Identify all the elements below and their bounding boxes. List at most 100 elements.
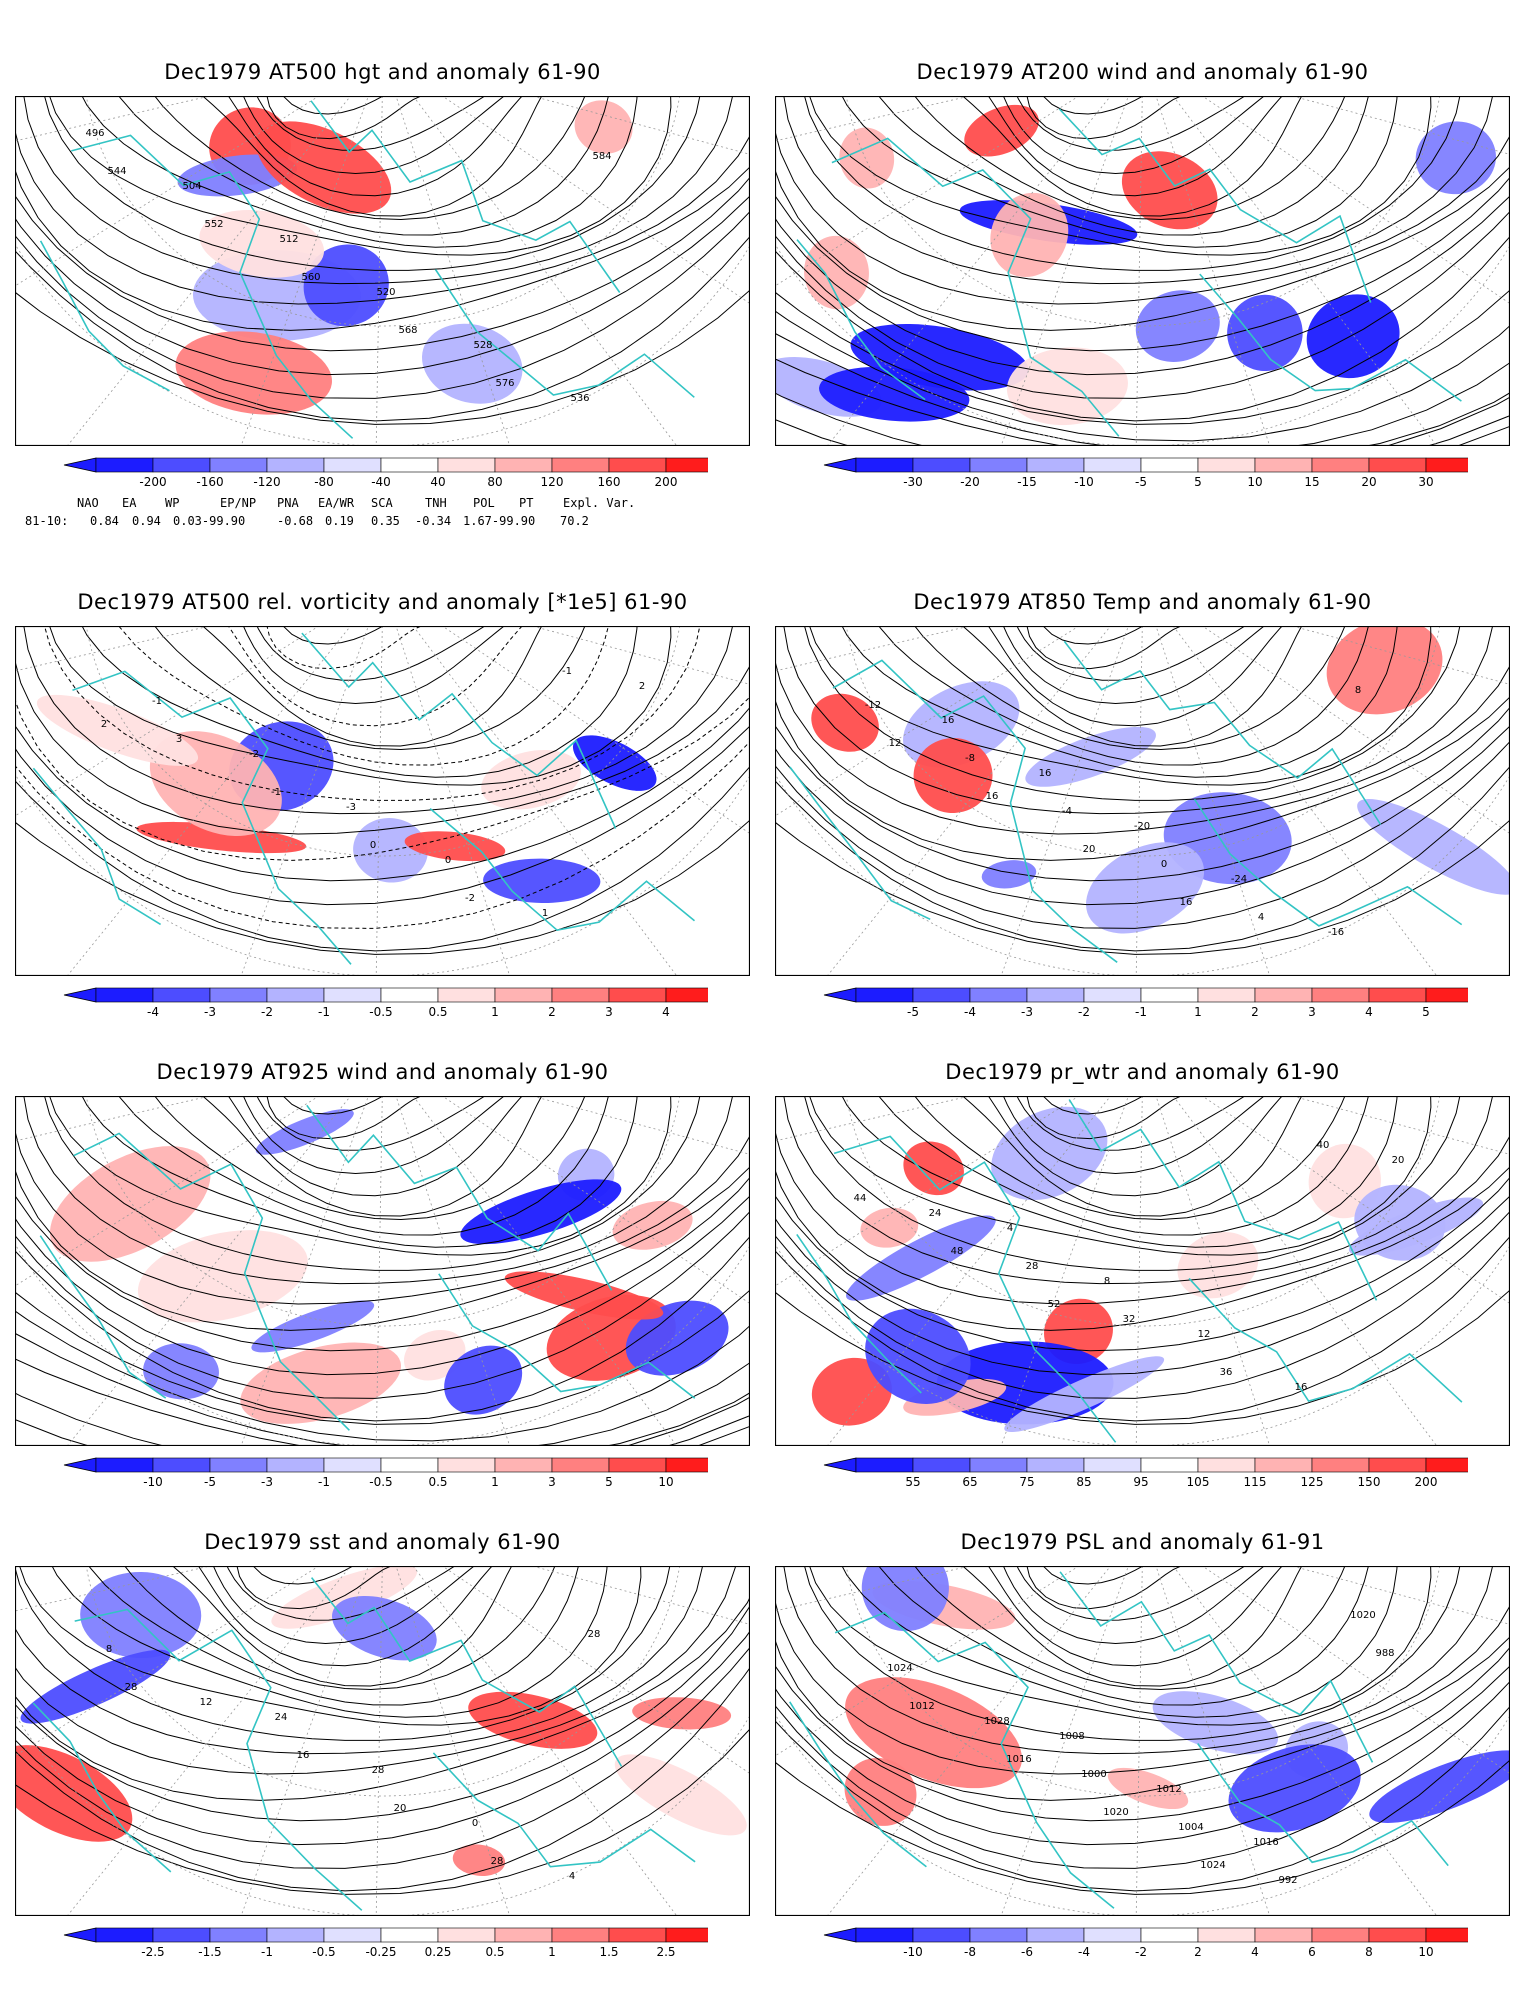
map-plot: 24 28 0 4 8 12 16 20 28 28 28: [15, 1566, 750, 1916]
contour-line: [878, 96, 1369, 236]
coastline: [1197, 1743, 1449, 1867]
colorbar-swatch: [608, 987, 667, 1003]
contour-label: 16: [1180, 897, 1193, 908]
index-header: NAO: [77, 496, 99, 510]
colorbar-arrow-left: [823, 1457, 857, 1473]
colorbar-swatch: [1083, 987, 1142, 1003]
colorbar-label: 4: [1251, 1945, 1259, 1959]
contour-line: [775, 1599, 1510, 1775]
colorbar-label: 1: [548, 1945, 556, 1959]
negative-anomaly: [1004, 1356, 1165, 1432]
contour-line: [961, 626, 1303, 747]
coastlines: [32, 632, 696, 965]
colorbar-swatch: [95, 1927, 154, 1943]
contour-line: [987, 1096, 1283, 1197]
map-frame: [15, 1566, 750, 1916]
panel-title: Dec1979 sst and anomaly 61-90: [204, 1530, 561, 1554]
colorbar-label: 20: [1361, 475, 1376, 489]
panel-prwtr: Dec1979 pr_wtr and anomaly 61-90 4 8 12 16 2…: [775, 1060, 1510, 1540]
contour-labels: -1 -2 -3 0 1 2 3 -1 0 -2 -1 2: [101, 666, 645, 919]
colorbar-swatch: [494, 1927, 553, 1943]
index-header: PNA: [277, 496, 299, 510]
longitude-line: [15, 96, 212, 142]
contour-line: [783, 96, 1494, 285]
colorbar-label: 8: [1365, 1945, 1373, 1959]
negative-anomaly: [80, 1571, 202, 1659]
coastline: [306, 1104, 613, 1291]
colorbar-label: -3: [1021, 1005, 1033, 1019]
contour-label: 20: [1083, 844, 1096, 855]
longitude-line: [775, 1096, 972, 1142]
negative-anomaly: [981, 860, 1037, 889]
longitude-line: [375, 1566, 383, 1916]
index-value: 70.2: [560, 514, 589, 528]
contour-line: [803, 626, 1461, 801]
contour-line: [775, 819, 1510, 955]
index-value: 0.94: [132, 514, 161, 528]
colorbar-label: -0.5: [369, 1475, 392, 1489]
positive-anomaly: [574, 100, 633, 154]
panel-hgt500: Dec1979 AT500 hgt and anomaly 61-90 496 5…: [15, 60, 750, 540]
map-canvas: [775, 96, 1510, 446]
contour-label: 2: [639, 681, 645, 692]
colorbar-arrow-left: [823, 457, 857, 473]
positive-anomaly: [137, 1230, 308, 1323]
coastline: [1188, 1277, 1463, 1403]
colorbar-swatch: [152, 1927, 211, 1943]
contour-line: [841, 626, 1398, 778]
colorbar-label: -40: [371, 475, 391, 489]
contour-label: 0: [472, 1818, 478, 1829]
contour-line: [1042, 96, 1145, 115]
contour-line: [775, 1705, 1510, 1892]
colorbar-label: 3: [605, 1005, 613, 1019]
contour-line: [256, 96, 486, 151]
coastline: [72, 670, 352, 965]
contour-label: -12: [865, 700, 881, 711]
contour-line: [878, 1566, 1369, 1706]
positive-anomaly: [1326, 626, 1443, 715]
contour-line: [775, 765, 1510, 952]
contour-line: [118, 96, 609, 236]
map-background: [15, 626, 750, 976]
colorbar-swatch: [1425, 457, 1468, 473]
coastlines: [789, 640, 1463, 963]
colorbar-label: -1: [1135, 1005, 1147, 1019]
colorbar-label: -4: [964, 1005, 976, 1019]
panel-temp850: Dec1979 AT850 Temp and anomaly 61-90 16 1…: [775, 590, 1510, 1070]
map-frame: [15, 96, 750, 446]
colorbar-label: 2: [1251, 1005, 1259, 1019]
contour-line: [809, 1566, 1432, 1726]
colorbar-label: 0.5: [428, 1475, 447, 1489]
contour-label: 552: [204, 219, 223, 230]
colorbar-swatch: [969, 987, 1028, 1003]
colorbar-swatch: [1140, 457, 1199, 473]
contour-line: [49, 626, 672, 786]
colorbar-swatch: [912, 1457, 971, 1473]
colorbar-label: 1: [491, 1005, 499, 1019]
colorbar-label: 40: [430, 475, 445, 489]
contour-label: -1: [562, 666, 572, 677]
longitude-line: [1135, 1096, 1143, 1446]
longitude-line: [1000, 1096, 1129, 1446]
contour-label: -1: [152, 696, 162, 707]
colorbar-swatch: [494, 987, 553, 1003]
contour-line: [878, 1096, 1369, 1236]
colorbar-swatch: [1026, 987, 1085, 1003]
contour-label: 28: [491, 1856, 504, 1867]
panel-sst: Dec1979 sst and anomaly 61-90 24 28 0 4 8 12 1…: [15, 1530, 750, 2010]
colorbar-swatch: [665, 457, 708, 473]
colorbar-swatch: [1368, 987, 1427, 1003]
coastline: [434, 269, 695, 398]
map-canvas: 24 28 0 4 8 12 16 20 28 28 28: [15, 1566, 750, 1916]
contour-label: 0: [370, 840, 376, 851]
contour-label: 36: [1220, 1367, 1233, 1378]
contour-line: [1016, 1566, 1246, 1621]
contour-line: [282, 96, 385, 115]
colorbar-label: 10: [1247, 475, 1262, 489]
contour-lines: [775, 1566, 1510, 1895]
colorbar-swatch: [1083, 1457, 1142, 1473]
colorbar-label: -3: [204, 1005, 216, 1019]
map-plot: 496 504 512 520 528 536 544 552 560 568 576 584: [15, 96, 750, 446]
positive-anomaly: [15, 1745, 133, 1842]
contour-line: [775, 1129, 1510, 1305]
